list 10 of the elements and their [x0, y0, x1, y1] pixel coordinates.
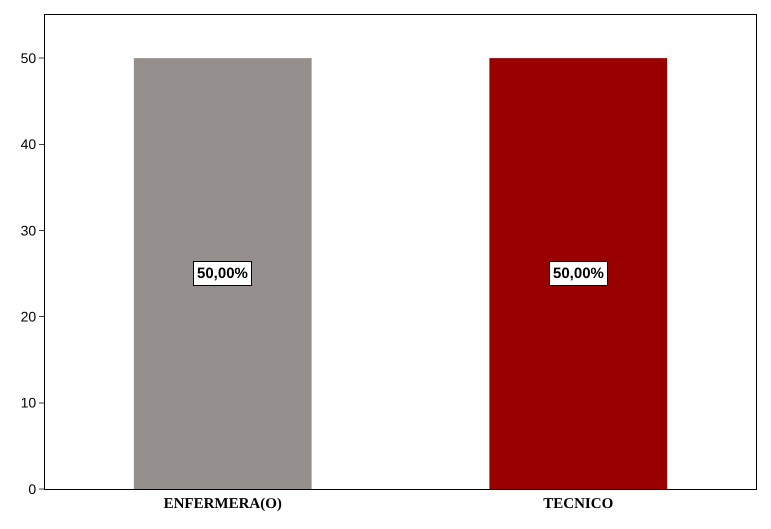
y-tick-label: 20	[20, 308, 36, 325]
y-tick-label: 10	[20, 394, 36, 411]
x-tick-label: TECNICO	[543, 496, 614, 512]
y-tick-label: 40	[20, 136, 36, 152]
y-tick-label: 30	[20, 222, 36, 238]
x-tick-label: ENFERMERA(O)	[164, 496, 282, 512]
y-tick-label: 50	[20, 50, 36, 66]
data-label: 50,00%	[197, 265, 248, 282]
data-label: 50,00%	[553, 265, 604, 282]
y-tick-label: 0	[28, 480, 36, 497]
